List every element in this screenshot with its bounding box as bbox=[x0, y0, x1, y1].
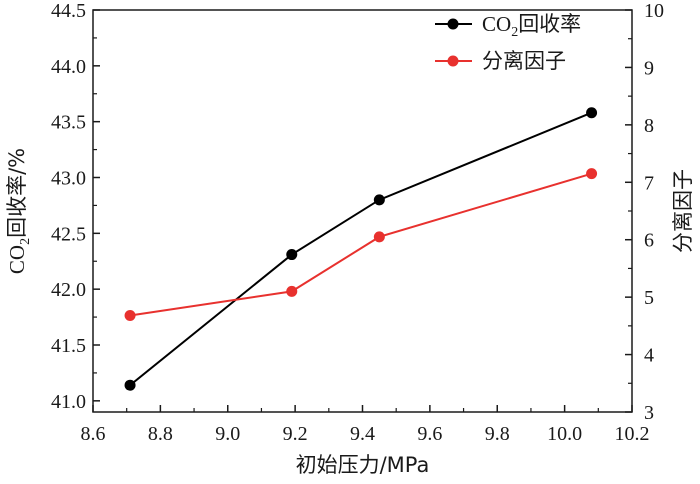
right-y-axis-title: 分离因子 bbox=[671, 169, 695, 253]
left-y-tick-label: 44.5 bbox=[51, 0, 86, 22]
x-tick-label: 9.0 bbox=[215, 423, 240, 445]
right-y-tick-label: 5 bbox=[644, 287, 654, 309]
x-tick-label: 9.4 bbox=[350, 423, 375, 445]
left-y-tick-label: 42.5 bbox=[51, 223, 86, 245]
left-y-tick-label: 43.0 bbox=[51, 168, 86, 190]
left-y-axis-title-prefix: CO bbox=[5, 245, 29, 274]
series-1-point bbox=[586, 168, 598, 180]
x-tick-label: 9.6 bbox=[417, 423, 442, 445]
left-y-axis-title: CO2回收率/% bbox=[5, 148, 33, 274]
x-tick-label: 8.6 bbox=[81, 423, 106, 445]
right-y-tick-label: 8 bbox=[644, 115, 654, 137]
series-1-point bbox=[373, 231, 385, 243]
left-y-tick-label: 43.5 bbox=[51, 112, 86, 134]
x-axis-ticks: 8.6 8.8 9.0 9.2 9.4 9.6 9.8 10.0 10.2 bbox=[81, 405, 650, 445]
left-y-axis-ticks: 41.0 41.5 42.0 42.5 43.0 43.5 44.0 44.5 bbox=[51, 0, 100, 413]
series-0-point bbox=[124, 379, 136, 391]
right-y-tick-label: 7 bbox=[644, 172, 654, 194]
legend-label-co2-prefix: CO bbox=[482, 12, 511, 36]
right-y-tick-label: 3 bbox=[644, 402, 654, 424]
x-tick-label: 9.2 bbox=[283, 423, 308, 445]
x-axis-title: 初始压力/MPa bbox=[296, 453, 430, 477]
x-tick-label: 9.8 bbox=[485, 423, 510, 445]
x-tick-label: 10.2 bbox=[615, 423, 650, 445]
right-y-tick-label: 4 bbox=[644, 345, 654, 367]
series-1-point bbox=[286, 285, 298, 297]
right-y-tick-label: 6 bbox=[644, 230, 654, 252]
right-y-axis-ticks: 3 4 5 6 7 8 9 10 bbox=[625, 0, 664, 424]
legend-label-co2-recovery: CO2回收率 bbox=[482, 12, 581, 40]
left-y-tick-label: 41.0 bbox=[51, 391, 86, 413]
series-0-point bbox=[586, 107, 598, 119]
legend-label-co2-suffix: 回收率 bbox=[518, 12, 581, 36]
left-y-tick-label: 42.0 bbox=[51, 279, 86, 301]
left-y-axis-title-subscript: 2 bbox=[18, 238, 33, 245]
left-y-axis-title-suffix: 回收率/% bbox=[5, 148, 29, 238]
left-y-tick-label: 41.5 bbox=[51, 335, 86, 357]
series-1-point bbox=[124, 310, 136, 322]
series-layer bbox=[124, 107, 598, 391]
x-tick-label: 8.8 bbox=[148, 423, 173, 445]
legend-marker-separation-factor bbox=[447, 55, 459, 67]
series-line-0 bbox=[129, 111, 592, 386]
legend: CO2回收率 分离因子 bbox=[435, 12, 581, 73]
x-tick-label: 10.0 bbox=[547, 423, 582, 445]
series-0-point bbox=[286, 249, 298, 261]
legend-marker-co2-recovery bbox=[447, 18, 459, 30]
left-y-tick-label: 44.0 bbox=[51, 56, 86, 78]
legend-label-separation-factor: 分离因子 bbox=[482, 49, 566, 73]
series-line-1 bbox=[129, 172, 592, 317]
right-y-tick-label: 10 bbox=[644, 0, 664, 22]
right-y-tick-label: 9 bbox=[644, 57, 654, 79]
legend-label-co2-subscript: 2 bbox=[511, 25, 518, 40]
series-0-point bbox=[373, 194, 385, 206]
